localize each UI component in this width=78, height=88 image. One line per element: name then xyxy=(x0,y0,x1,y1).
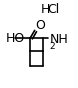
Text: 2: 2 xyxy=(50,42,55,51)
Text: Cl: Cl xyxy=(48,3,60,16)
Text: O: O xyxy=(35,19,45,32)
Text: H: H xyxy=(41,3,50,16)
Text: HO: HO xyxy=(6,32,26,45)
Text: NH: NH xyxy=(50,33,68,46)
